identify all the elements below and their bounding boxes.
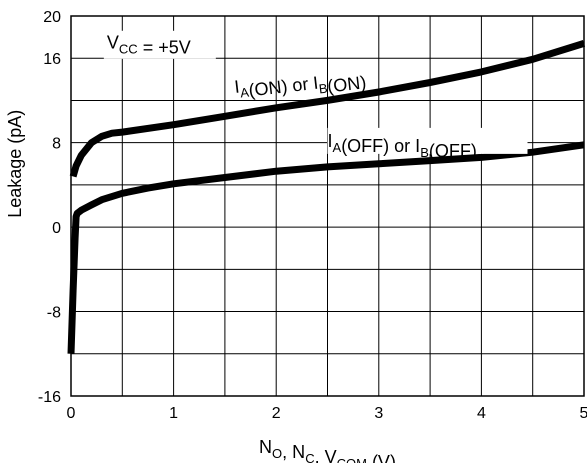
x-tick-label: 4	[477, 405, 486, 422]
grid	[71, 16, 584, 396]
series-lines	[67, 40, 586, 354]
x-tick-label: 1	[169, 405, 178, 422]
y-tick-label: 0	[52, 220, 61, 237]
plot-frame	[70, 15, 585, 397]
y-tick-label: 8	[52, 136, 61, 153]
on-series-label: IA(ON) or IB(ON)	[233, 62, 367, 107]
vcc-label: VCC = +5V	[107, 33, 191, 58]
series-on-line	[69, 40, 586, 178]
y-axis-title: Leakage (pA)	[5, 110, 25, 218]
series-off-line	[67, 141, 585, 354]
off-series-label: IA(OFF) or IB(OFF)	[328, 131, 477, 161]
x-axis-title: NO, NC, VCOM (V)	[259, 437, 396, 463]
y-tick-label: 16	[43, 51, 61, 68]
off-label-background	[327, 127, 528, 154]
vcc-label-background	[103, 30, 216, 59]
x-tick-label: 5	[580, 405, 587, 422]
axis-titles: NO, NC, VCOM (V) Leakage (pA)	[5, 110, 396, 463]
y-tick-label: 20	[43, 9, 61, 26]
x-tick-label: 0	[67, 405, 76, 422]
x-tick-label: 3	[374, 405, 383, 422]
y-tick-label: -8	[47, 305, 61, 322]
y-tick-label: -16	[38, 389, 61, 406]
tick-labels: 0 1 2 3 4 5 20 16 8 0 -8 -16	[38, 9, 587, 422]
annotations: VCC = +5V IA(ON) or IB(ON) IA(OFF) or IB(O…	[103, 30, 528, 161]
x-tick-label: 2	[272, 405, 281, 422]
